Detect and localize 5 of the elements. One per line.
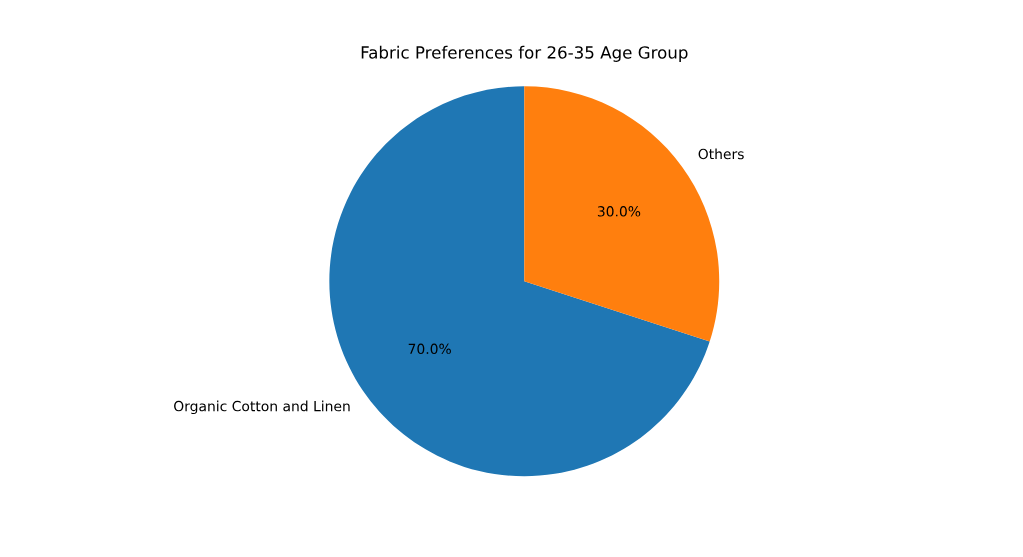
slice-label: Organic Cotton and Linen bbox=[174, 400, 350, 415]
slice-label: Others bbox=[698, 148, 744, 160]
data-label: 70.0% bbox=[408, 343, 451, 355]
chart-title: Fabric Preferences for 26-35 Age Group bbox=[361, 45, 688, 62]
data-label: 30.0% bbox=[597, 206, 641, 217]
